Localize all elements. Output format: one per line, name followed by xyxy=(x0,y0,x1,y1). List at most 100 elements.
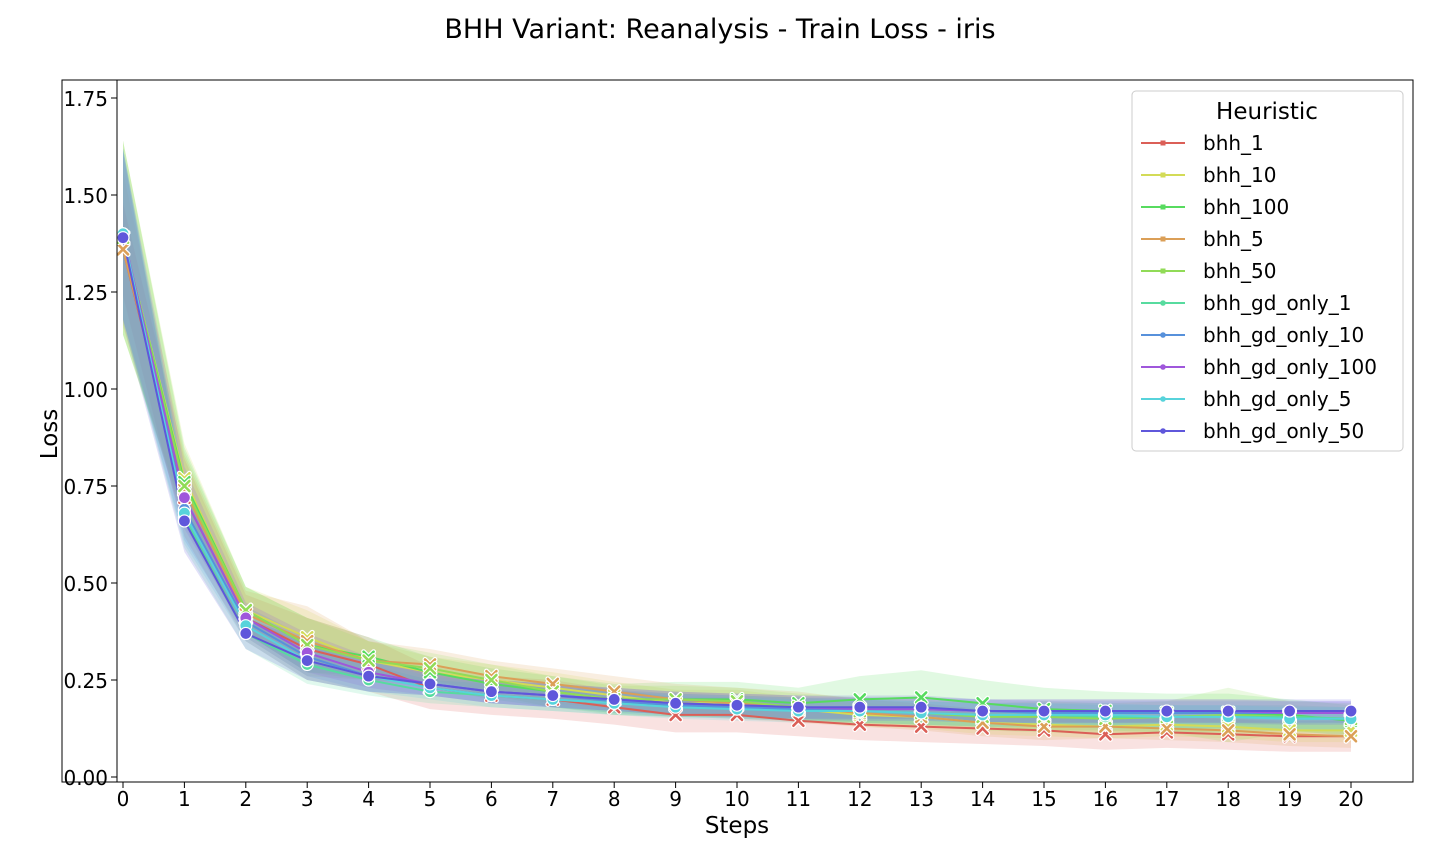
x-tick-label: 16 xyxy=(1093,787,1118,811)
legend-label: bhh_5 xyxy=(1203,227,1264,251)
point-bhh-1 xyxy=(790,713,806,729)
point-bhh-50 xyxy=(483,672,499,688)
point-bhh-gd-only-50 xyxy=(1282,704,1297,718)
legend-item-bhh-100: bhh_100 xyxy=(1141,195,1289,219)
x-tick-label: 1 xyxy=(178,787,191,811)
marker-cross xyxy=(116,243,130,256)
marker-cross xyxy=(178,479,191,493)
marker-cross xyxy=(1344,729,1358,743)
marker-cross xyxy=(1160,722,1174,735)
legend-swatch-marker xyxy=(1160,172,1166,178)
point-bhh-gd-only-50 xyxy=(853,700,867,714)
chart-title: BHH Variant: Reanalysis - Train Loss - i… xyxy=(444,14,995,45)
legend-label: bhh_gd_only_50 xyxy=(1203,419,1364,443)
x-tick-label: 14 xyxy=(970,787,995,811)
legend: Heuristic bhh_1 bhh_10 bhh_100 bhh_5 bhh_50b… xyxy=(1131,90,1404,452)
legend-swatch-marker xyxy=(1160,236,1166,242)
legend-swatch-marker xyxy=(1160,204,1166,210)
point-bhh-gd-only-50 xyxy=(362,669,376,683)
point-bhh-gd-only-50 xyxy=(1037,704,1051,718)
point-bhh-gd-only-50 xyxy=(177,514,191,528)
series-markers xyxy=(115,227,1359,744)
point-bhh-100 xyxy=(913,689,929,705)
x-tick-label: 18 xyxy=(1215,787,1240,811)
point-bhh-gd-only-50 xyxy=(1160,704,1174,718)
point-bhh-50 xyxy=(361,653,377,669)
y-tick-label: 1.75 xyxy=(63,87,108,111)
y-tick-label: 1.50 xyxy=(63,184,108,208)
x-tick-label: 17 xyxy=(1154,787,1179,811)
marker-cross xyxy=(362,654,375,667)
point-bhh-50 xyxy=(422,660,438,676)
legend-item-bhh-gd-only-5: bhh_gd_only_5 xyxy=(1141,387,1351,411)
x-tick-label: 12 xyxy=(847,787,872,811)
legend-label: bhh_gd_only_1 xyxy=(1203,291,1351,315)
marker-cross xyxy=(423,662,437,675)
legend-swatch-marker xyxy=(1160,300,1166,306)
x-tick-label: 4 xyxy=(362,787,375,811)
point-bhh-5 xyxy=(1282,726,1298,742)
legend-item-bhh-1: bhh_1 xyxy=(1141,131,1264,155)
point-bhh-gd-only-50 xyxy=(1221,704,1235,718)
x-tick-label: 2 xyxy=(239,787,252,811)
marker-cross xyxy=(792,714,805,728)
legend-label: bhh_gd_only_10 xyxy=(1203,323,1364,347)
x-tick-label: 10 xyxy=(724,787,749,811)
legend-swatch-marker xyxy=(1160,140,1166,146)
x-axis-label: Steps xyxy=(705,813,769,839)
x-tick-label: 15 xyxy=(1031,787,1056,811)
legend-item-bhh-gd-only-100: bhh_gd_only_100 xyxy=(1141,355,1377,379)
x-tick-label: 19 xyxy=(1277,787,1302,811)
y-tick-label: 0.00 xyxy=(63,766,108,790)
x-tick-label: 7 xyxy=(546,787,559,811)
legend-box xyxy=(1131,90,1404,452)
marker-cross xyxy=(1221,724,1235,737)
legend-item-bhh-50: bhh_50 xyxy=(1141,259,1277,283)
point-bhh-5 xyxy=(1343,728,1359,744)
legend-swatch-marker xyxy=(1160,268,1166,274)
x-tick-label: 0 xyxy=(117,787,130,811)
point-bhh-5 xyxy=(1159,721,1175,736)
legend-item-bhh-gd-only-10: bhh_gd_only_10 xyxy=(1141,323,1364,347)
x-tick-label: 13 xyxy=(908,787,933,811)
y-tick-label: 0.25 xyxy=(63,669,108,693)
point-bhh-gd-only-50 xyxy=(791,700,806,714)
x-tick-label: 6 xyxy=(485,787,498,811)
legend-title: Heuristic xyxy=(1216,99,1318,125)
point-bhh-gd-only-50 xyxy=(239,626,253,641)
legend-label: bhh_gd_only_5 xyxy=(1203,387,1351,411)
y-tick-label: 1.00 xyxy=(63,378,108,402)
y-axis: 0.00 0.25 0.50 0.75 1.00 1.25 1.50 1.75 xyxy=(63,80,118,790)
legend-swatch-marker xyxy=(1160,364,1166,370)
marker-cross xyxy=(485,673,498,687)
legend-swatch-marker xyxy=(1160,396,1166,402)
legend-item-bhh-5: bhh_5 xyxy=(1141,227,1264,251)
legend-items: bhh_1 bhh_10 bhh_100 bhh_5 bhh_50 bhh_gd_only… xyxy=(1141,131,1377,443)
x-tick-label: 5 xyxy=(424,787,437,811)
legend-label: bhh_50 xyxy=(1203,259,1277,283)
point-bhh-gd-only-50 xyxy=(300,653,314,668)
y-tick-label: 1.25 xyxy=(63,281,108,305)
legend-item-bhh-gd-only-1: bhh_gd_only_1 xyxy=(1141,291,1351,315)
x-tick-label: 11 xyxy=(786,787,811,811)
y-tick-label: 0.75 xyxy=(63,475,108,499)
point-bhh-50 xyxy=(176,478,192,494)
point-bhh-gd-only-50 xyxy=(484,685,498,699)
legend-swatch-marker xyxy=(1160,428,1166,434)
marker-cross xyxy=(1283,728,1296,741)
legend-label: bhh_1 xyxy=(1203,131,1264,155)
x-tick-label: 8 xyxy=(608,787,621,811)
marker-cross xyxy=(914,691,928,704)
legend-item-bhh-gd-only-50: bhh_gd_only_50 xyxy=(1141,419,1364,443)
point-bhh-gd-only-50 xyxy=(1098,704,1113,718)
x-tick-label: 3 xyxy=(301,787,314,811)
point-bhh-gd-only-50 xyxy=(730,698,744,712)
point-bhh-5 xyxy=(1220,722,1236,738)
point-bhh-gd-only-50 xyxy=(914,700,928,714)
point-bhh-gd-only-50 xyxy=(116,231,130,245)
point-bhh-gd-only-50 xyxy=(668,696,683,710)
x-axis: 0 1 2 3 4 5 6 7 8 9 10 11 12 13 14 15 16 17 18 19 20 xyxy=(117,782,1364,811)
point-bhh-gd-only-50 xyxy=(975,704,990,718)
x-tick-label: 20 xyxy=(1338,787,1363,811)
